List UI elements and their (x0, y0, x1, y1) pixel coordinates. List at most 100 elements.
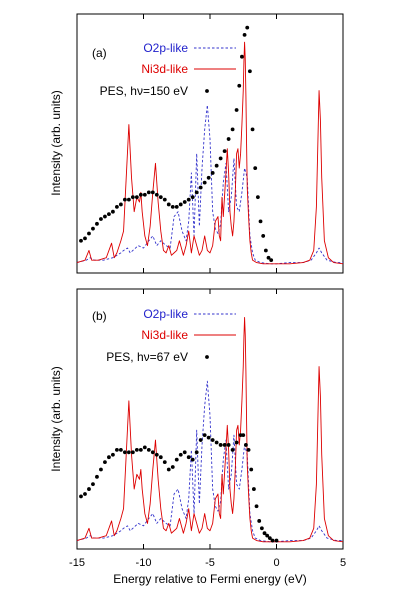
pes-point (162, 197, 167, 202)
legend-a-pes-swatch (205, 89, 209, 93)
pes-point (150, 190, 155, 195)
pes-point (206, 175, 211, 180)
pes-point (111, 209, 115, 214)
pes-point (259, 526, 264, 531)
legend-a-pes-label: PES, hν=150 eV (100, 84, 188, 98)
pes-point (178, 202, 183, 207)
pes-point (202, 180, 207, 185)
pes-point (170, 204, 175, 209)
pes-point (182, 200, 187, 204)
pes-point (270, 538, 275, 543)
pes-point (138, 447, 143, 452)
pes-point (154, 192, 159, 197)
pes-point (107, 455, 111, 460)
pes-point (103, 214, 107, 219)
pes-point (222, 149, 227, 154)
pes-point (206, 435, 211, 440)
panel-a-ylabel: Intensity (arb. units) (49, 90, 63, 195)
pes-point (174, 204, 179, 209)
pes-point (214, 163, 219, 168)
pes-point (182, 450, 187, 455)
pes-point (190, 457, 195, 462)
pes-point (174, 457, 179, 462)
pes-point (111, 452, 115, 457)
panel-a-label: (a) (92, 46, 107, 60)
pes-point (122, 450, 127, 455)
pes-point (190, 195, 195, 200)
x-tick-label: -15 (69, 557, 85, 569)
pes-point (253, 166, 258, 171)
pes-point (202, 433, 207, 438)
pes-point (115, 204, 119, 209)
pes-point (242, 33, 247, 37)
pes-point (274, 538, 279, 543)
panel-b: (b) Intensity (arb. units) O2p-like Ni3d… (49, 288, 346, 586)
panel-a: (a) Intensity (arb. units) O2p-like Ni3d… (49, 13, 344, 274)
pes-point (158, 195, 163, 200)
pes-point (218, 443, 223, 447)
pes-point (166, 467, 171, 472)
pes-point (210, 438, 215, 442)
pes-point (91, 226, 95, 231)
x-tick-label: 5 (340, 557, 346, 569)
pes-point (269, 258, 274, 263)
pes-point (134, 195, 139, 200)
pes-point (214, 440, 219, 445)
pes-point (130, 195, 135, 200)
pes-point (154, 452, 159, 457)
pes-point (230, 127, 235, 132)
panel-b-ylabel: Intensity (arb. units) (49, 366, 63, 471)
legend-b-pes-label: PES, hν=67 eV (106, 350, 188, 364)
pes-series (79, 433, 279, 543)
pes-point (134, 447, 139, 452)
panel-b-series (76, 317, 344, 543)
panel-b-ticks (76, 289, 344, 549)
pes-point (115, 447, 119, 452)
pes-point (266, 255, 271, 260)
x-tick-label: -10 (136, 557, 152, 569)
pes-point (118, 447, 123, 452)
pes-point (249, 467, 254, 472)
panel-a-series (76, 25, 344, 265)
pes-point (126, 197, 131, 202)
pes-point (122, 197, 127, 202)
pes-point (146, 447, 151, 452)
pes-point (198, 185, 203, 190)
pes-point (250, 127, 255, 132)
pes-series (79, 25, 274, 263)
pes-point (218, 156, 223, 161)
pes-point (146, 190, 151, 195)
pes-point (126, 450, 131, 455)
pes-point (234, 440, 239, 445)
pes-point (178, 452, 183, 457)
pes-point (237, 83, 242, 88)
pes-point (118, 202, 123, 207)
pes-point (91, 482, 95, 487)
pes-point (238, 433, 243, 438)
pes-point (79, 238, 83, 243)
pes-point (79, 494, 83, 499)
pes-point (248, 69, 252, 74)
pes-point (262, 531, 267, 536)
pes-point (194, 450, 199, 455)
o2p-series-line (76, 104, 343, 265)
pes-point (245, 25, 250, 30)
pes-point (251, 487, 256, 491)
pes-point (162, 460, 167, 465)
pes-point (254, 504, 259, 509)
pes-point (95, 474, 99, 479)
pes-point (186, 197, 191, 202)
ni3d-series-line (76, 41, 344, 265)
x-tick-label: -5 (205, 557, 215, 569)
pes-point (241, 433, 246, 438)
legend-a-ni3d-label: Ni3d-like (141, 62, 188, 76)
pes-point (83, 236, 87, 241)
legend-b-o2p-label: O2p-like (143, 307, 188, 321)
pes-point (150, 450, 155, 455)
pes-point (158, 455, 163, 460)
pes-point (230, 447, 235, 452)
pes-point (83, 492, 87, 496)
pes-point (267, 536, 272, 540)
pes-point (142, 192, 147, 197)
